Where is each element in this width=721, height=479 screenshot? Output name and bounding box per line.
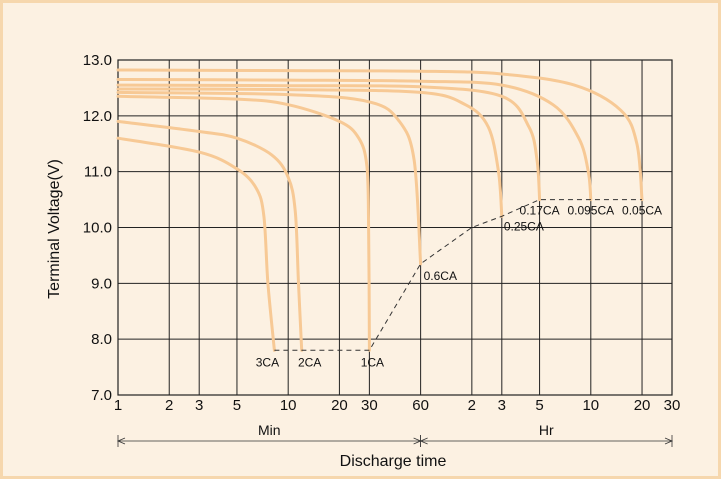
grid bbox=[117, 59, 673, 396]
series-line-0_17CA bbox=[116, 83, 542, 202]
x-tick-label: 2 bbox=[468, 397, 476, 414]
series-line-0_6CA bbox=[116, 90, 423, 266]
x-tick-labels: 1 2 3 5 10 20 30 60 2 3 5 10 20 30 bbox=[114, 397, 681, 414]
x-tick-label: 60 bbox=[412, 397, 429, 414]
curve-label: 1CA bbox=[361, 355, 384, 369]
x-tick-label: 20 bbox=[634, 397, 651, 414]
cutoff-voltage-line bbox=[274, 199, 642, 351]
curve-label: 0.095CA bbox=[567, 204, 614, 218]
x-axis-title: Discharge time bbox=[340, 453, 447, 470]
series-line-3CA bbox=[116, 136, 276, 352]
y-tick-label: 11.0 bbox=[84, 164, 112, 181]
x-tick-label: 3 bbox=[195, 397, 203, 414]
y-tick-label: 9.0 bbox=[91, 275, 112, 292]
y-tick-label: 8.0 bbox=[91, 331, 112, 348]
y-tick-label: 12.0 bbox=[83, 108, 112, 125]
time-group-label: Hr bbox=[539, 422, 554, 438]
curve-label: 3CA bbox=[256, 355, 279, 369]
arrow-right-icon bbox=[664, 437, 674, 445]
curve-label: 0.05CA bbox=[622, 204, 662, 218]
curve-label: 0.6CA bbox=[424, 269, 457, 283]
series-line-0_05CA bbox=[116, 68, 644, 202]
x-tick-label: 10 bbox=[280, 397, 297, 414]
arrow-left-icon bbox=[116, 437, 126, 445]
time-group-brackets: Min Hr bbox=[116, 422, 674, 447]
series-line-0_25CA bbox=[116, 87, 504, 218]
curve-label: 2CA bbox=[298, 355, 321, 369]
y-tick-label: 13.0 bbox=[83, 52, 112, 69]
arrow-left-icon bbox=[419, 437, 428, 445]
series-curves bbox=[116, 68, 644, 352]
time-group-label: Min bbox=[258, 422, 281, 438]
x-tick-label: 20 bbox=[331, 397, 348, 414]
x-tick-label: 2 bbox=[165, 397, 173, 414]
y-tick-label: 7.0 bbox=[91, 387, 112, 404]
series-line-2CA bbox=[116, 119, 304, 352]
x-tick-label: 5 bbox=[535, 397, 543, 414]
y-tick-labels: 7.0 8.0 9.0 10.0 11.0 12.0 13.0 bbox=[83, 52, 112, 404]
x-tick-label: 3 bbox=[498, 397, 506, 414]
curve-label: 0.17CA bbox=[520, 204, 560, 218]
series-line-0_095CA bbox=[116, 78, 593, 202]
x-tick-label: 1 bbox=[114, 397, 122, 414]
x-tick-label: 10 bbox=[582, 397, 599, 414]
x-tick-label: 30 bbox=[361, 397, 378, 414]
series-line-1CA bbox=[116, 94, 371, 352]
x-tick-label: 5 bbox=[233, 397, 241, 414]
y-axis-title: Terminal Voltage(V) bbox=[46, 159, 63, 299]
curve-label: 0.25CA bbox=[504, 219, 544, 233]
x-tick-label: 30 bbox=[664, 397, 681, 414]
y-tick-label: 10.0 bbox=[83, 220, 112, 237]
